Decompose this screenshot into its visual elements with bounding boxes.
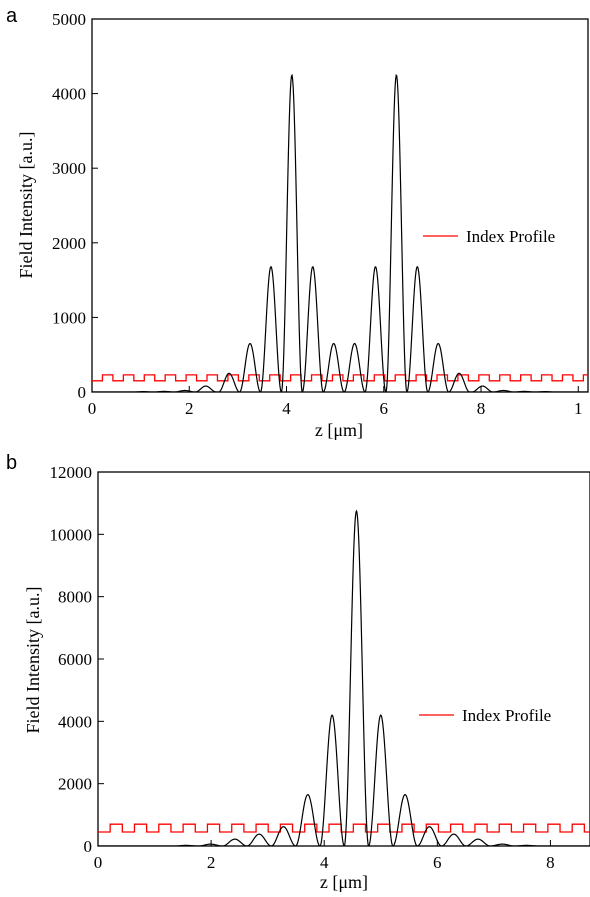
panel-b-y-tick-label: 2000 bbox=[58, 775, 92, 794]
panel-b: b Field Intensity [a.u.] z [μm] 02000400… bbox=[6, 452, 590, 892]
panel-b-x-tick-label: 8 bbox=[546, 853, 555, 872]
panel-b-y-tick-label: 4000 bbox=[58, 712, 92, 731]
panel-a-y-tick-label: 0 bbox=[78, 383, 87, 402]
panel-a-y-tick-label: 3000 bbox=[52, 159, 86, 178]
panel-a-plot-area: 0 1000 2000 3000 4000 5000 0 2 4 6 8 1 Index Profile bbox=[52, 10, 589, 418]
panel-a-letter: a bbox=[6, 5, 18, 27]
panel-b-y-tick-label: 12000 bbox=[50, 463, 93, 482]
panel-a-x-tick-label: 8 bbox=[477, 399, 486, 418]
panel-a-x-tick-label: 6 bbox=[380, 399, 389, 418]
panel-a-x-tick-label: 4 bbox=[282, 399, 291, 418]
panel-a-x-tick-label: 1 bbox=[574, 399, 583, 418]
panel-b-index-profile-line bbox=[98, 823, 590, 833]
panel-b-y-tick-label: 6000 bbox=[58, 650, 92, 669]
panel-a-y-tick-label: 5000 bbox=[52, 10, 86, 29]
panel-b-y-axis-title: Field Intensity [a.u.] bbox=[23, 587, 43, 734]
panel-a-x-tick-label: 2 bbox=[185, 399, 194, 418]
panel-b-plot-area: 0 2000 4000 6000 8000 10000 12000 0 2 4 6 8 Index Pr… bbox=[50, 463, 590, 872]
panel-b-legend-label: Index Profile bbox=[462, 706, 551, 725]
panel-a: a Field Intensity [a.u.] z [μm] 01000200… bbox=[6, 5, 589, 440]
panel-b-x-tick-label: 4 bbox=[320, 853, 329, 872]
panel-b-x-tick-label: 0 bbox=[94, 853, 103, 872]
panel-b-y-tick-label: 0 bbox=[84, 837, 93, 856]
panel-a-x-tick-label: 0 bbox=[88, 399, 97, 418]
panel-a-frame bbox=[91, 18, 589, 393]
panel-a-index-profile-line bbox=[92, 374, 588, 382]
panel-b-x-tick-label: 2 bbox=[207, 853, 216, 872]
panel-a-field-intensity-line bbox=[92, 73, 588, 392]
panel-b-x-axis-title: z [μm] bbox=[320, 872, 368, 892]
panel-b-frame bbox=[97, 471, 590, 847]
panel-a-legend-label: Index Profile bbox=[466, 227, 555, 246]
panel-b-y-tick-label: 8000 bbox=[58, 588, 92, 607]
panel-a-y-tick-label: 1000 bbox=[52, 308, 86, 327]
panel-b-y-tick-label: 10000 bbox=[50, 525, 93, 544]
panel-a-x-axis-title: z [μm] bbox=[315, 420, 363, 440]
panel-a-y-tick-label: 2000 bbox=[52, 234, 86, 253]
panel-b-x-tick-label: 6 bbox=[433, 853, 442, 872]
panel-b-field-intensity-line bbox=[98, 509, 590, 846]
panel-b-letter: b bbox=[6, 452, 17, 474]
panel-a-y-tick-label: 4000 bbox=[52, 85, 86, 104]
panel-a-y-axis-title: Field Intensity [a.u.] bbox=[16, 132, 36, 279]
